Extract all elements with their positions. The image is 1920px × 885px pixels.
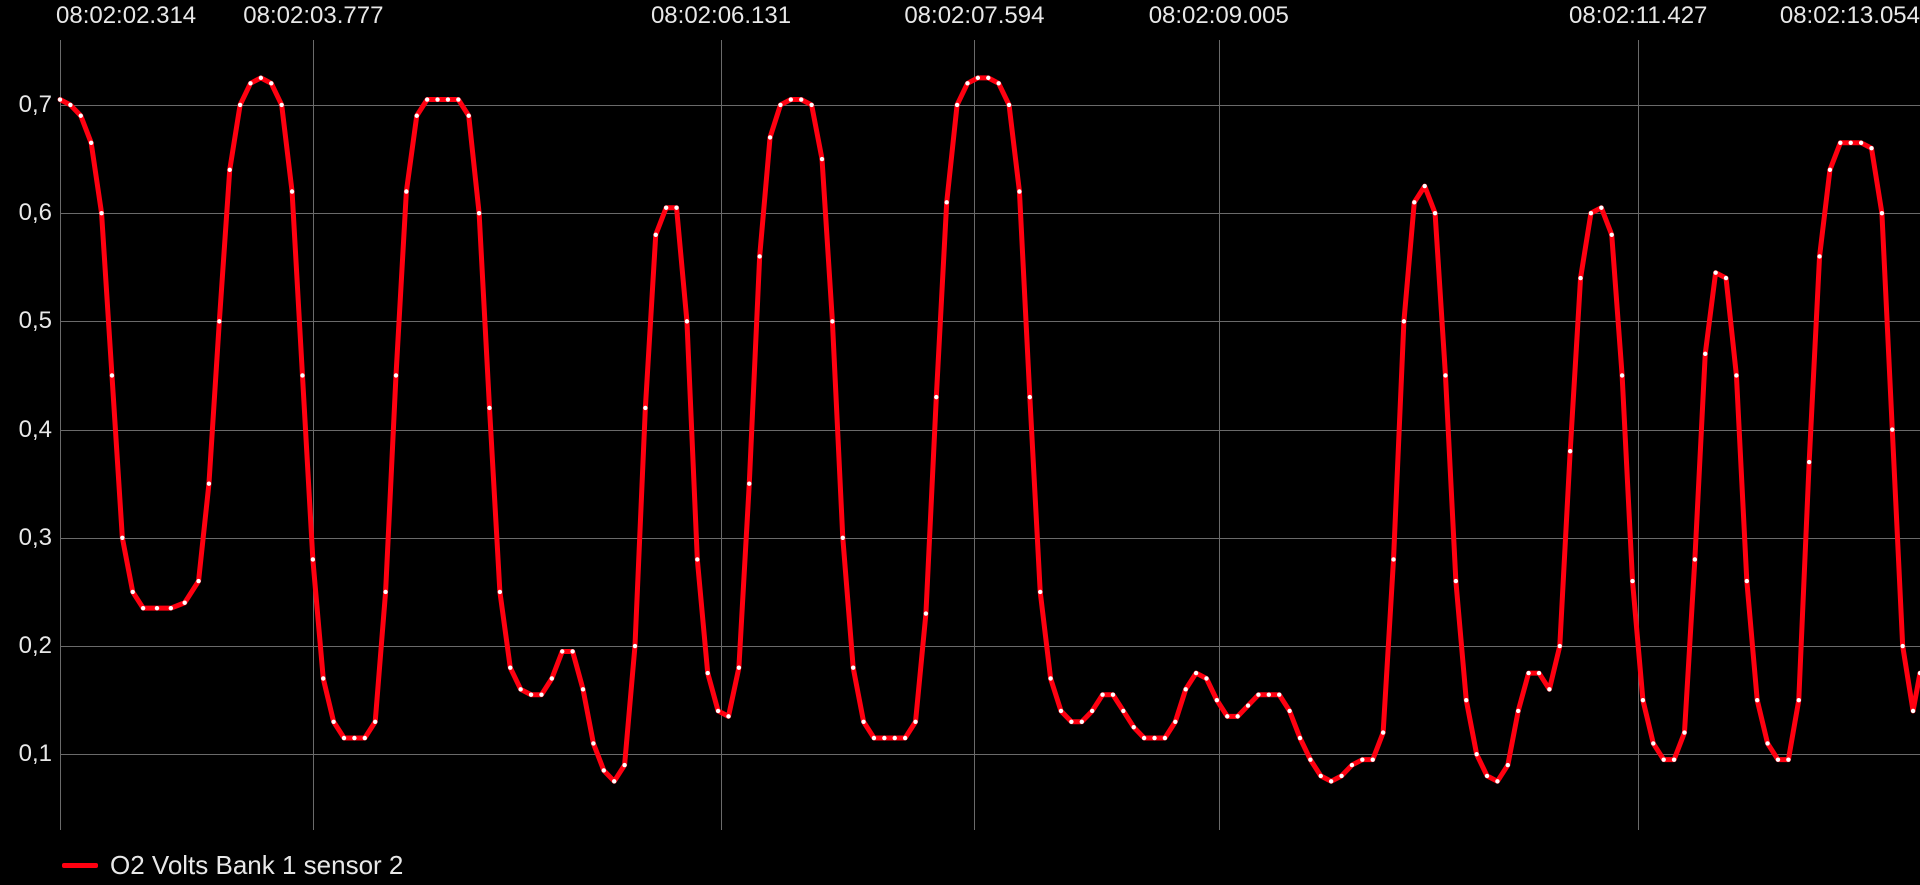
x-tick-label: 08:02:09.005 <box>1149 2 1289 30</box>
y-tick-label: 0,7 <box>19 91 52 119</box>
o2-volts-chart: 08:02:02.314 08:02:03.777 08:02:06.131 08:0… <box>0 0 1920 885</box>
chart-legend: O2 Volts Bank 1 sensor 2 <box>62 850 403 881</box>
x-tick-label: 08:02:06.131 <box>651 2 791 30</box>
legend-swatch <box>62 863 98 868</box>
series-line <box>60 40 1920 830</box>
plot-area <box>60 40 1920 830</box>
x-tick-label: 08:02:13.054 <box>1780 2 1920 30</box>
y-tick-label: 0,2 <box>19 632 52 660</box>
x-tick-label: 08:02:02.314 <box>56 2 196 30</box>
y-axis-labels: 0,1 0,2 0,3 0,4 0,5 0,6 0,7 <box>0 0 60 885</box>
x-tick-label: 08:02:03.777 <box>243 2 383 30</box>
y-tick-label: 0,6 <box>19 199 52 227</box>
y-tick-label: 0,4 <box>19 416 52 444</box>
x-tick-label: 08:02:07.594 <box>904 2 1044 30</box>
x-tick-label: 08:02:11.427 <box>1569 2 1707 30</box>
x-axis-labels: 08:02:02.314 08:02:03.777 08:02:06.131 08:0… <box>0 0 1920 30</box>
y-tick-label: 0,3 <box>19 524 52 552</box>
y-tick-label: 0,5 <box>19 307 52 335</box>
y-tick-label: 0,1 <box>19 740 52 768</box>
legend-label: O2 Volts Bank 1 sensor 2 <box>110 850 403 881</box>
